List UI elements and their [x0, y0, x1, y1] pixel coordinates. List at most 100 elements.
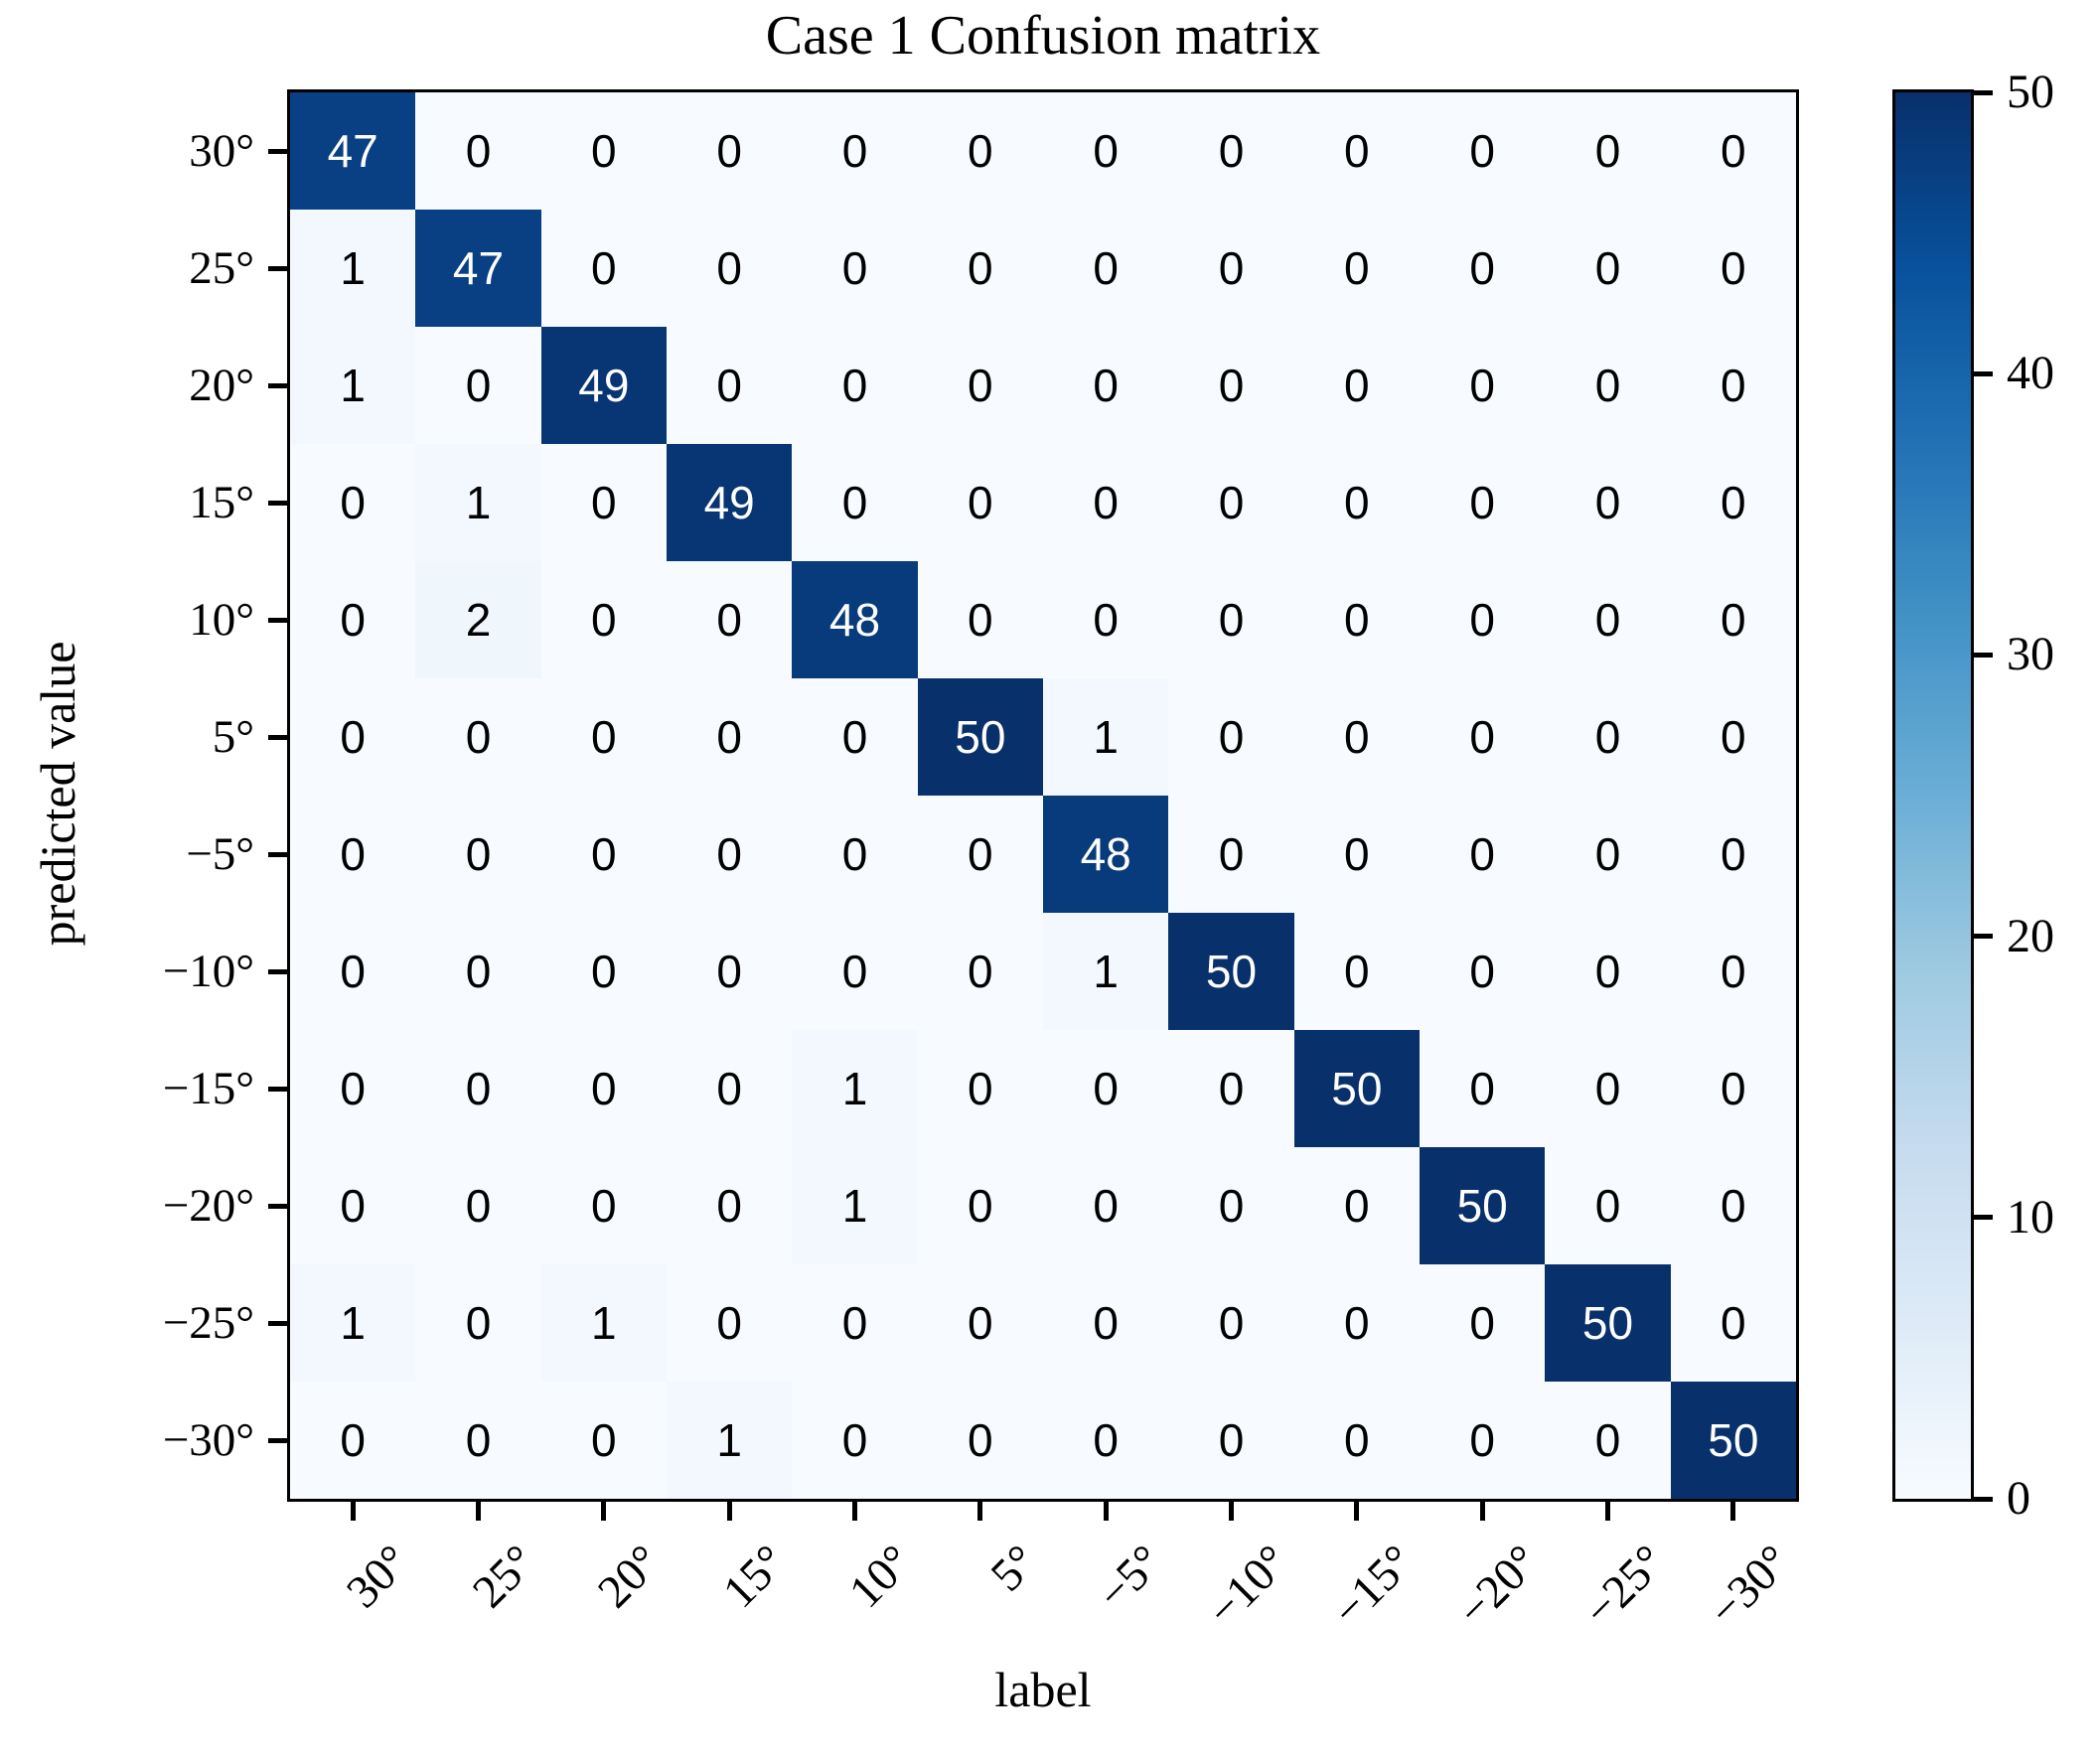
matrix-cell: 0	[1545, 210, 1671, 327]
matrix-cell: 50	[1545, 1264, 1671, 1382]
matrix-cell: 0	[667, 327, 793, 444]
matrix-cell: 0	[667, 92, 793, 210]
matrix-cell: 0	[1545, 796, 1671, 913]
matrix-cell: 0	[1168, 796, 1294, 913]
y-tick-label: −25°	[162, 1297, 254, 1349]
matrix-cell: 0	[1545, 92, 1671, 210]
y-tick-mark	[268, 382, 287, 388]
matrix-cell: 0	[415, 796, 541, 913]
matrix-cell: 0	[667, 1147, 793, 1264]
y-tick-mark	[268, 265, 287, 271]
matrix-cell: 0	[792, 210, 918, 327]
y-tick-mark	[268, 617, 287, 623]
matrix-cell: 0	[1043, 1030, 1169, 1147]
heatmap-grid: 47 0 0 0 0 0 0 0 0 0 0 0 1 47 0 0 0 0 0 0 0 0 0 0 1 0 49 0 0 0 0 0 0 0 0 0 0…	[290, 92, 1796, 1499]
matrix-cell: 0	[415, 913, 541, 1030]
matrix-cell: 0	[1168, 678, 1294, 796]
matrix-cell: 0	[1670, 92, 1796, 210]
matrix-cell: 0	[540, 92, 667, 210]
matrix-cell: 0	[917, 1147, 1043, 1264]
matrix-cell: 0	[792, 913, 918, 1030]
matrix-cell: 0	[540, 210, 667, 327]
y-tick-label: 10°	[189, 594, 254, 646]
colorbar-tick-mark	[1974, 89, 1993, 95]
matrix-cell: 0	[1670, 678, 1796, 796]
y-tick-label: 25°	[189, 242, 254, 294]
matrix-cell: 0	[290, 913, 416, 1030]
matrix-cell: 47	[415, 210, 541, 327]
matrix-cell: 0	[1043, 327, 1169, 444]
matrix-cell: 0	[1043, 1382, 1169, 1499]
matrix-cell: 0	[290, 1147, 416, 1264]
matrix-cell: 0	[540, 444, 667, 561]
matrix-cell: 1	[792, 1147, 918, 1264]
matrix-cell: 0	[1545, 913, 1671, 1030]
matrix-cell: 0	[667, 913, 793, 1030]
matrix-cell: 50	[917, 678, 1043, 796]
matrix-cell: 0	[290, 678, 416, 796]
matrix-cell: 0	[1420, 796, 1546, 913]
matrix-cell: 0	[1545, 561, 1671, 678]
x-tick-mark	[1479, 1502, 1485, 1521]
matrix-cell: 0	[1420, 1030, 1546, 1147]
matrix-cell: 48	[792, 561, 918, 678]
y-tick-mark	[268, 148, 287, 154]
matrix-cell: 0	[1420, 913, 1546, 1030]
x-tick-mark	[350, 1502, 356, 1521]
matrix-cell: 1	[415, 444, 541, 561]
matrix-cell: 0	[1168, 561, 1294, 678]
matrix-cell: 0	[1293, 913, 1420, 1030]
matrix-cell: 0	[1168, 327, 1294, 444]
y-tick-label: −15°	[162, 1063, 254, 1114]
matrix-cell: 0	[792, 92, 918, 210]
matrix-cell: 0	[1420, 210, 1546, 327]
matrix-cell: 0	[917, 796, 1043, 913]
matrix-cell: 50	[1420, 1147, 1546, 1264]
matrix-cell: 1	[290, 210, 416, 327]
matrix-cell: 1	[667, 1382, 793, 1499]
y-tick-label: −10°	[162, 946, 254, 997]
matrix-cell: 47	[290, 92, 416, 210]
colorbar	[1892, 89, 1974, 1502]
matrix-cell: 0	[792, 796, 918, 913]
matrix-cell: 0	[792, 444, 918, 561]
y-tick-label: 30°	[189, 125, 254, 177]
y-tick-mark	[268, 1203, 287, 1209]
matrix-cell: 0	[792, 327, 918, 444]
chart-title: Case 1 Confusion matrix	[765, 5, 1321, 67]
matrix-cell: 0	[1168, 92, 1294, 210]
matrix-cell: 0	[1043, 210, 1169, 327]
matrix-cell: 0	[1293, 678, 1420, 796]
matrix-cell: 0	[1670, 796, 1796, 913]
matrix-cell: 0	[540, 678, 667, 796]
matrix-cell: 0	[1420, 327, 1546, 444]
x-tick-mark	[1605, 1502, 1610, 1521]
matrix-cell: 0	[917, 1264, 1043, 1382]
matrix-cell: 0	[415, 327, 541, 444]
matrix-cell: 0	[917, 561, 1043, 678]
x-tick-mark	[1229, 1502, 1234, 1521]
matrix-cell: 0	[1420, 1382, 1546, 1499]
matrix-cell: 0	[1168, 1264, 1294, 1382]
matrix-cell: 0	[1545, 1382, 1671, 1499]
matrix-cell: 0	[415, 678, 541, 796]
x-tick-mark	[476, 1502, 481, 1521]
matrix-cell: 0	[415, 1382, 541, 1499]
matrix-cell: 0	[540, 1382, 667, 1499]
matrix-cell: 50	[1293, 1030, 1420, 1147]
colorbar-tick-mark	[1974, 652, 1993, 658]
matrix-cell: 49	[540, 327, 667, 444]
matrix-cell: 1	[290, 1264, 416, 1382]
matrix-cell: 0	[1420, 561, 1546, 678]
matrix-cell: 0	[667, 1030, 793, 1147]
matrix-cell: 0	[1420, 92, 1546, 210]
y-tick-label: −30°	[162, 1414, 254, 1466]
matrix-cell: 0	[917, 1030, 1043, 1147]
colorbar-tick-mark	[1974, 934, 1993, 940]
matrix-cell: 0	[1670, 561, 1796, 678]
y-axis-title: predicted value	[30, 641, 85, 947]
matrix-cell: 0	[1293, 796, 1420, 913]
matrix-cell: 0	[1043, 444, 1169, 561]
matrix-cell: 0	[1670, 913, 1796, 1030]
matrix-cell: 0	[1293, 92, 1420, 210]
